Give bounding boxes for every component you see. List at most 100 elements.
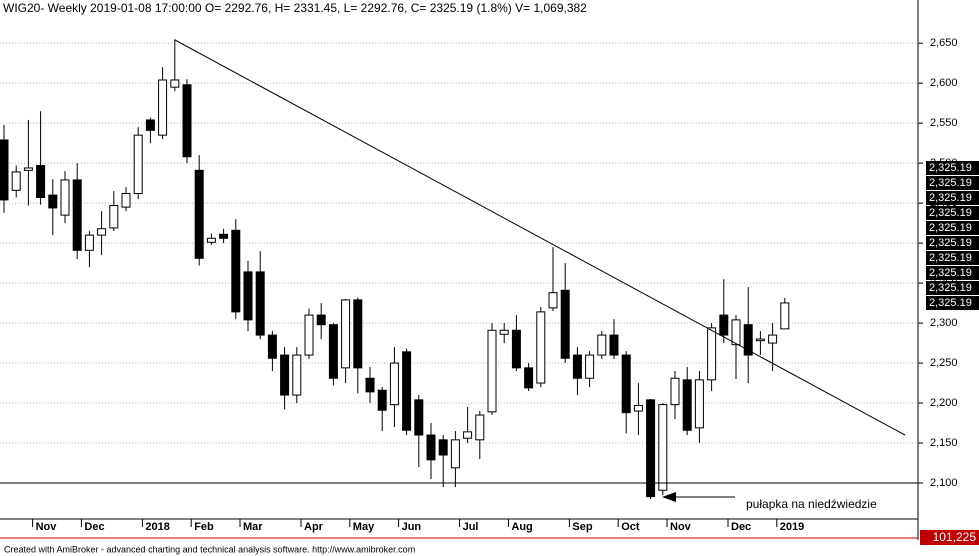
price-label: 2,325.19 bbox=[929, 222, 972, 234]
price-box bbox=[926, 266, 979, 280]
candle-body bbox=[450, 439, 460, 469]
x-tick-label: 2018 bbox=[145, 521, 169, 533]
x-tick-label: May bbox=[353, 521, 375, 533]
y-tick-label: 2,100 bbox=[930, 477, 958, 489]
candle-body bbox=[304, 314, 314, 356]
y-tick-label: 2,200 bbox=[930, 397, 958, 409]
candle-body bbox=[560, 289, 570, 359]
footer: Created with AmiBroker - advanced charti… bbox=[4, 544, 415, 554]
candle-body bbox=[11, 171, 21, 191]
x-tick-label: Aug bbox=[511, 521, 532, 533]
x-tick-label: 2019 bbox=[780, 521, 804, 533]
x-tick-label: Oct bbox=[621, 521, 640, 533]
price-label: 2,325.19 bbox=[929, 192, 972, 204]
candle-body bbox=[365, 377, 375, 393]
y-tick-label: 2,300 bbox=[930, 317, 958, 329]
candle-body bbox=[267, 334, 277, 359]
x-tick-label: Nov bbox=[670, 521, 692, 533]
candle-body bbox=[316, 314, 326, 326]
price-box bbox=[926, 281, 979, 295]
candle-body bbox=[36, 165, 46, 199]
candle-body bbox=[755, 338, 765, 342]
candle-body bbox=[158, 79, 168, 136]
price-box bbox=[926, 161, 979, 175]
candle-body bbox=[768, 334, 778, 344]
price-box bbox=[926, 251, 979, 265]
arrow-head bbox=[662, 492, 676, 502]
y-tick-label: 2,150 bbox=[930, 437, 958, 449]
volume-label: 101,225 bbox=[933, 530, 977, 544]
price-box bbox=[926, 296, 979, 310]
y-tick-label: 2,550 bbox=[930, 117, 958, 129]
price-label: 2,325.19 bbox=[929, 252, 972, 264]
candle-body bbox=[670, 377, 680, 406]
price-label: 2,325.19 bbox=[929, 237, 972, 249]
price-label: 2,325.19 bbox=[929, 162, 972, 174]
x-tick-label: Feb bbox=[194, 521, 214, 533]
candle-body bbox=[780, 302, 790, 330]
x-tick-label: Apr bbox=[304, 521, 324, 533]
y-tick-label: 2,650 bbox=[930, 37, 958, 49]
candle-body bbox=[255, 271, 265, 336]
x-tick-label: Dec bbox=[84, 521, 104, 533]
candle-body bbox=[23, 167, 33, 171]
candle-body bbox=[377, 389, 387, 411]
candle-body bbox=[621, 354, 631, 414]
candle-body bbox=[48, 194, 58, 209]
price-label: 2,325.19 bbox=[929, 207, 972, 219]
candle-body bbox=[389, 362, 399, 406]
candle-body bbox=[438, 439, 448, 456]
candle-body bbox=[84, 234, 94, 251]
x-tick-label: Jul bbox=[463, 521, 479, 533]
x-tick-label: Jun bbox=[402, 521, 422, 533]
candle-body bbox=[499, 329, 509, 335]
candle-body bbox=[743, 324, 753, 356]
x-tick-label: Nov bbox=[36, 521, 58, 533]
candle-body bbox=[585, 354, 595, 379]
y-tick-label: 2,250 bbox=[930, 357, 958, 369]
x-tick-label: Mar bbox=[243, 521, 263, 533]
candle-body bbox=[206, 237, 216, 243]
candle-body bbox=[414, 399, 424, 436]
candle-body bbox=[463, 431, 473, 439]
candle-body bbox=[487, 329, 497, 413]
price-box bbox=[926, 206, 979, 220]
candle-body bbox=[694, 379, 704, 429]
candle-body bbox=[707, 327, 717, 381]
chart-title: WIG20- Weekly 2019-01-08 17:00:00 O= 229… bbox=[3, 1, 587, 15]
candle-body bbox=[97, 228, 107, 236]
candle-body bbox=[292, 354, 302, 396]
candle-body bbox=[731, 319, 741, 346]
candle-body bbox=[219, 233, 229, 239]
candle-body bbox=[353, 299, 363, 369]
candle-body bbox=[328, 324, 338, 379]
price-label: 2,325.19 bbox=[929, 177, 972, 189]
candle-body bbox=[0, 139, 9, 201]
candle-body bbox=[133, 134, 143, 195]
trend-line bbox=[174, 39, 906, 436]
candle-body bbox=[511, 329, 521, 369]
candle-body bbox=[60, 179, 70, 216]
candle-body bbox=[597, 334, 607, 356]
price-box bbox=[926, 176, 979, 190]
candle-body bbox=[536, 311, 546, 384]
y-tick-label: 2,600 bbox=[930, 77, 958, 89]
candle-body bbox=[341, 299, 351, 369]
candle-body bbox=[402, 351, 412, 431]
candle-body bbox=[646, 399, 656, 498]
candle-body bbox=[280, 354, 290, 396]
candle-body bbox=[231, 229, 241, 313]
candle-body bbox=[658, 404, 668, 491]
candle-body bbox=[194, 169, 204, 259]
candle-body bbox=[475, 414, 485, 441]
price-label: 2,325.19 bbox=[929, 267, 972, 279]
candle-body bbox=[548, 292, 558, 309]
annotation: pułapka na niedźwiedzie bbox=[746, 497, 877, 511]
volume-box bbox=[920, 530, 979, 545]
candle-body bbox=[572, 354, 582, 379]
candle-body bbox=[109, 205, 119, 229]
candle-body bbox=[72, 179, 82, 251]
candle-body bbox=[524, 367, 534, 389]
x-tick-label: Dec bbox=[731, 521, 751, 533]
